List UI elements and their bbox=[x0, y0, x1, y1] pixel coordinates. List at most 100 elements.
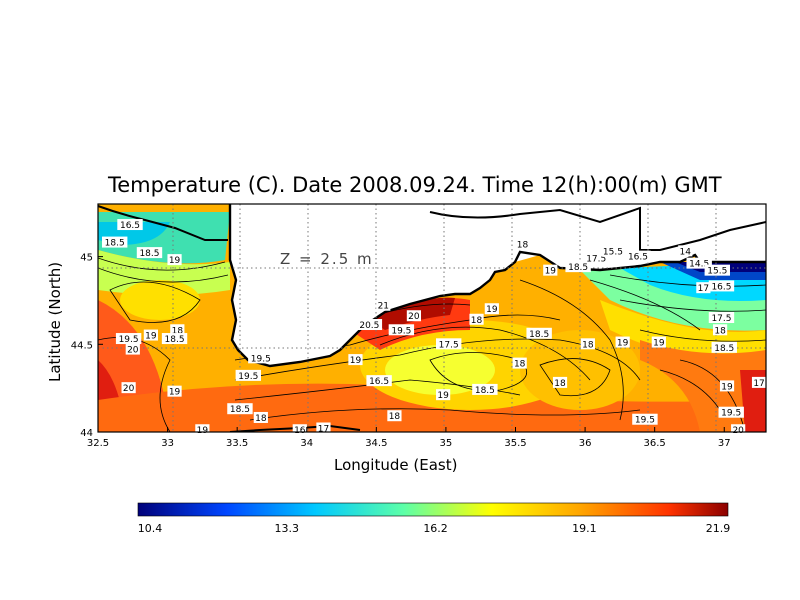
contour-label-box bbox=[615, 336, 630, 348]
contour-label: 18 bbox=[255, 414, 267, 424]
contour-label: 19.5 bbox=[635, 416, 655, 426]
contour-label: 18.5 bbox=[165, 335, 185, 345]
contour-label: 20.5 bbox=[359, 321, 379, 331]
contour-label: 19 bbox=[169, 256, 181, 266]
contour-label-box bbox=[686, 257, 712, 269]
contour-label: 19.5 bbox=[721, 409, 741, 419]
contour-label: 20 bbox=[123, 384, 135, 394]
contour-label-box bbox=[292, 424, 307, 436]
y-tick-label: 44 bbox=[80, 428, 93, 439]
contour-label-box bbox=[436, 389, 451, 401]
contour-label-box bbox=[600, 245, 626, 257]
contour-label-box bbox=[512, 357, 527, 369]
contour-label: 19 bbox=[350, 356, 362, 366]
chart-title: Temperature (C). Date 2008.09.24. Time 1… bbox=[107, 173, 722, 197]
contour-label: 19 bbox=[197, 426, 209, 436]
contour-label-box bbox=[348, 354, 363, 366]
contour-label: 16.5 bbox=[369, 377, 389, 387]
contour-label: 19 bbox=[653, 339, 665, 349]
contour-label: 16.5 bbox=[711, 282, 731, 292]
contour-label-box bbox=[696, 282, 711, 294]
contour-label: 18 bbox=[471, 316, 483, 326]
contour-label-box bbox=[552, 376, 568, 388]
x-tick-label: 37 bbox=[718, 438, 731, 449]
contour-label: 19.5 bbox=[251, 354, 271, 364]
contour-label: 18.5 bbox=[105, 239, 125, 249]
x-tick-label: 36 bbox=[579, 438, 592, 449]
contour-labels: 19.520201818.5191918.51918.519.519.51819… bbox=[102, 219, 767, 436]
x-tick-label: 33.5 bbox=[226, 438, 248, 449]
contour-label: 14.5 bbox=[689, 260, 709, 270]
contour-label: 16.5 bbox=[628, 253, 648, 263]
contour-label-box bbox=[356, 319, 383, 331]
contour-label-box bbox=[708, 280, 735, 292]
contour-label-box bbox=[484, 303, 499, 315]
contour-label-box bbox=[125, 343, 140, 355]
contour-label: 19.5 bbox=[119, 335, 139, 345]
contour-label-box bbox=[115, 333, 142, 345]
contour-label-box bbox=[731, 424, 746, 436]
contour-label-box bbox=[712, 324, 728, 336]
contour-label: 19 bbox=[169, 388, 181, 398]
contour-label-box bbox=[625, 250, 651, 262]
contour-label-box bbox=[136, 247, 163, 259]
contour-label: 20 bbox=[732, 426, 744, 436]
contour-label-box bbox=[651, 336, 666, 348]
contour-label: 21 bbox=[378, 302, 389, 312]
colorbar-tick-label: 19.1 bbox=[572, 522, 597, 535]
contour-label: 18.5 bbox=[139, 249, 159, 259]
contour-label-box bbox=[102, 236, 128, 248]
contour-label-box bbox=[711, 341, 737, 353]
coastline-north bbox=[98, 205, 766, 251]
contour-label: 16 bbox=[294, 426, 306, 436]
contour-label-box bbox=[376, 299, 391, 311]
contour-label: 19 bbox=[617, 339, 629, 349]
contour-label-box bbox=[543, 264, 558, 276]
contour-label-box bbox=[751, 376, 767, 388]
contour-label-box bbox=[718, 406, 744, 418]
contour-label: 20 bbox=[127, 346, 139, 356]
contour-label-box bbox=[167, 385, 182, 397]
contour-label: 19.5 bbox=[391, 326, 411, 336]
x-tick-label: 34.5 bbox=[365, 438, 387, 449]
contour-label: 17.5 bbox=[586, 254, 606, 264]
contour-label: 18 bbox=[554, 379, 566, 389]
contour-label-box bbox=[406, 310, 422, 322]
contour-label-box bbox=[143, 329, 158, 341]
colorbar-tick-label: 13.3 bbox=[275, 522, 300, 535]
contour-label: 15.5 bbox=[603, 247, 623, 257]
contour-label-box bbox=[704, 264, 730, 276]
contour-label: 18 bbox=[714, 326, 726, 336]
contour-label-box bbox=[248, 352, 274, 364]
contour-label-box bbox=[632, 413, 658, 425]
contour-label-box bbox=[235, 369, 261, 381]
contour-label: 18.5 bbox=[475, 386, 495, 396]
contour-label-box bbox=[117, 219, 143, 231]
contour-label: 18.5 bbox=[714, 344, 734, 354]
contour-label-box bbox=[565, 261, 591, 273]
x-axis-label: Longitude (East) bbox=[334, 456, 457, 474]
x-tick-label: 33 bbox=[161, 438, 174, 449]
contour-label-box bbox=[167, 254, 182, 266]
colorbar-ticks: 10.4 13.3 16.2 19.1 21.9 bbox=[138, 522, 731, 535]
contour-label: 19 bbox=[545, 267, 557, 277]
contour-label: 17 bbox=[318, 424, 329, 434]
y-axis-ticks: 44 44.5 45 bbox=[71, 253, 103, 439]
contour-label: 19 bbox=[145, 332, 157, 342]
contour-label: 17.5 bbox=[711, 314, 731, 324]
colorbar-tick-label: 10.4 bbox=[138, 522, 163, 535]
y-tick-label: 44.5 bbox=[71, 340, 93, 351]
contour-label-box bbox=[195, 424, 210, 436]
contour-label: 15.5 bbox=[707, 267, 727, 277]
contour-label: 18 bbox=[517, 240, 529, 250]
contour-label: 18.5 bbox=[529, 330, 549, 340]
x-tick-label: 36.5 bbox=[644, 438, 666, 449]
contour-label-box bbox=[436, 338, 462, 350]
contour-label: 18.5 bbox=[230, 405, 250, 415]
x-axis-ticks: 32.5 33 33.5 34 34.5 35 35.5 36 36.5 37 bbox=[87, 427, 731, 449]
contour-label: 18 bbox=[389, 412, 401, 422]
contour-label: 18 bbox=[514, 360, 526, 370]
contour-label: 17 bbox=[753, 379, 764, 389]
contour-label-box bbox=[387, 410, 402, 422]
